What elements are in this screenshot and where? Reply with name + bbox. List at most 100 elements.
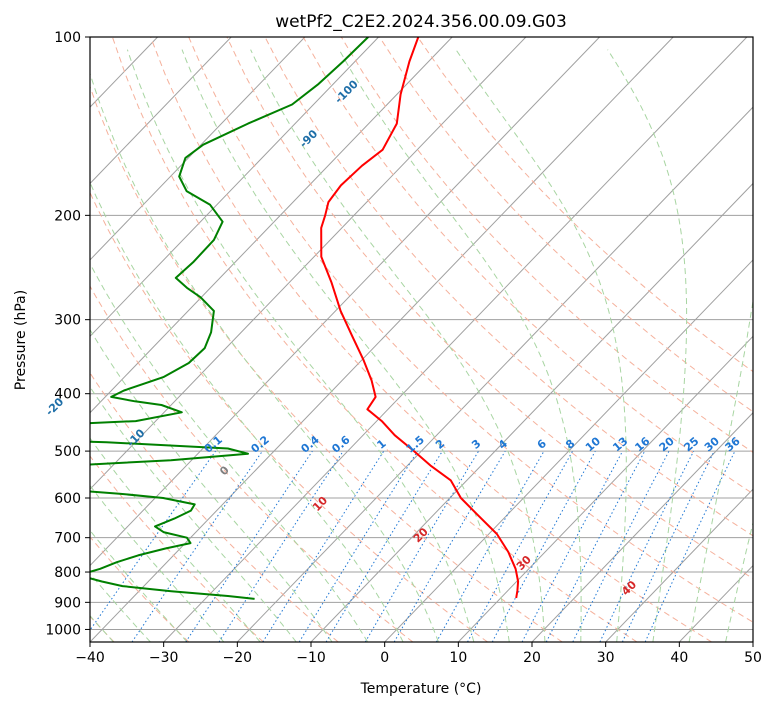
mixing-ratio-line <box>218 450 344 642</box>
dry-adiabat-line <box>90 191 488 642</box>
isotherm-line <box>236 106 753 642</box>
dry-adiabat-label: -10 <box>124 426 147 449</box>
mixing-ratio-line <box>364 450 480 642</box>
mixing-ratio-line <box>435 450 545 642</box>
x-tick-label: −40 <box>75 650 105 666</box>
axes: −40 −30 −20 −10 0 10 20 30 40 5010020030040050060… <box>45 30 762 666</box>
moist-adiabat-line <box>90 572 151 642</box>
mixing-ratio-line <box>185 450 313 642</box>
mixing-ratio-label: 4 <box>496 437 510 452</box>
moist-adiabat-line <box>90 71 439 642</box>
x-tick-label: 50 <box>744 650 762 666</box>
moist-adiabat-line <box>90 437 261 642</box>
y-tick-label: 600 <box>54 491 81 507</box>
isotherm-line <box>163 37 748 642</box>
y-tick-label: 500 <box>54 444 81 460</box>
y-tick-label: 800 <box>54 565 81 581</box>
dry-adiabat-line <box>188 37 753 623</box>
mixing-ratio-line <box>621 450 715 642</box>
moist-adiabat-line <box>90 385 297 642</box>
x-axis-label: Temperature (°C) <box>360 681 482 697</box>
mixing-ratio-line <box>491 450 596 642</box>
moist-adiabat-line <box>126 49 475 642</box>
dry-adiabat-label: -90 <box>297 127 320 150</box>
x-tick-label: −20 <box>223 650 253 666</box>
x-tick-label: 10 <box>449 650 467 666</box>
mixing-ratio-label: 0.4 <box>299 433 323 456</box>
dry-adiabat-label: 40 <box>619 578 639 598</box>
isotherm-line <box>310 182 753 642</box>
isotherm-line <box>90 37 306 261</box>
dry-adiabat-line <box>90 455 264 642</box>
isotherm-line <box>0 37 10 642</box>
dry-adiabat-line <box>90 285 414 642</box>
moist-adiabat-line <box>725 520 753 642</box>
mixing-ratio-line <box>545 450 646 642</box>
mixing-ratio-label: 2 <box>433 437 447 452</box>
chart-title: wetPf2_C2E2.2024.356.00.09.G03 <box>275 12 567 32</box>
isotherm-line <box>384 259 753 642</box>
moist-adiabat-line <box>250 49 546 642</box>
dry-adiabat-label: 30 <box>514 553 534 573</box>
moist-adiabat-line <box>90 484 225 642</box>
dry-adiabat-line <box>90 85 563 642</box>
background-lines <box>0 37 753 642</box>
dry-adiabat-line <box>340 37 753 453</box>
isotherm-line <box>605 488 753 642</box>
mixing-ratio-label: 8 <box>563 437 577 452</box>
y-tick-label: 100 <box>54 30 81 46</box>
isotherm-line <box>752 641 753 642</box>
y-tick-label: 300 <box>54 313 81 329</box>
moist-adiabat-line <box>688 297 753 642</box>
mixing-ratio-line <box>131 450 263 642</box>
moist-adiabat-line <box>90 262 369 642</box>
x-tick-label: −10 <box>296 650 326 666</box>
y-tick-label: 1000 <box>45 622 81 638</box>
dry-adiabat-line <box>264 37 753 537</box>
isotherm-line <box>457 335 753 642</box>
mixing-ratio-line <box>572 450 670 642</box>
mixing-ratio-line <box>599 450 695 642</box>
isotherm-line <box>90 37 453 414</box>
plot-frame <box>89 36 754 643</box>
dewpoint-profile-line <box>90 37 369 600</box>
mixing-ratio-label: 1 <box>374 437 388 452</box>
mixing-ratio-line <box>325 450 443 642</box>
moist-adiabat-line <box>90 529 188 642</box>
isotherm-line <box>90 37 379 338</box>
isotherm-line <box>90 37 527 490</box>
x-tick-label: 40 <box>670 650 688 666</box>
mixing-ratio-label: 0.1 <box>202 433 225 455</box>
profiles <box>90 37 520 600</box>
moist-adiabat-line <box>181 49 510 642</box>
mixing-ratio-label: 0.6 <box>329 433 353 456</box>
y-tick-label: 700 <box>54 531 81 547</box>
mixing-ratio-line <box>467 450 574 642</box>
moist-adiabat-line <box>90 328 333 642</box>
x-tick-label: −30 <box>149 650 179 666</box>
mixing-ratio-line <box>298 450 419 642</box>
mixing-ratio-line <box>262 450 385 642</box>
moist-adiabat-line <box>607 49 688 642</box>
dry-adiabat-line <box>417 37 753 373</box>
mixing-ratio-line <box>644 450 736 642</box>
moist-adiabat-line <box>338 49 582 642</box>
y-axis-label: Pressure (hPa) <box>13 290 29 390</box>
y-tick-label: 900 <box>54 595 81 611</box>
dry-adiabat-line <box>111 37 638 642</box>
moist-adiabat-line <box>455 49 627 642</box>
dry-adiabat-label: 20 <box>411 525 431 545</box>
isotherm-line <box>90 37 674 642</box>
dry-adiabat-line <box>90 372 339 642</box>
y-tick-label: 200 <box>54 208 81 224</box>
dry-adiabat-line <box>302 37 753 495</box>
isotherm-line <box>90 37 600 567</box>
x-tick-label: 0 <box>380 650 389 666</box>
x-tick-label: 30 <box>597 650 615 666</box>
moist-adiabat-line <box>90 181 404 642</box>
isotherm-line <box>531 412 753 642</box>
y-tick-label: 400 <box>54 387 81 403</box>
mixing-ratio-label: 6 <box>535 437 549 452</box>
mixing-ratio-line <box>90 450 217 632</box>
temperature-profile-line <box>320 37 520 599</box>
